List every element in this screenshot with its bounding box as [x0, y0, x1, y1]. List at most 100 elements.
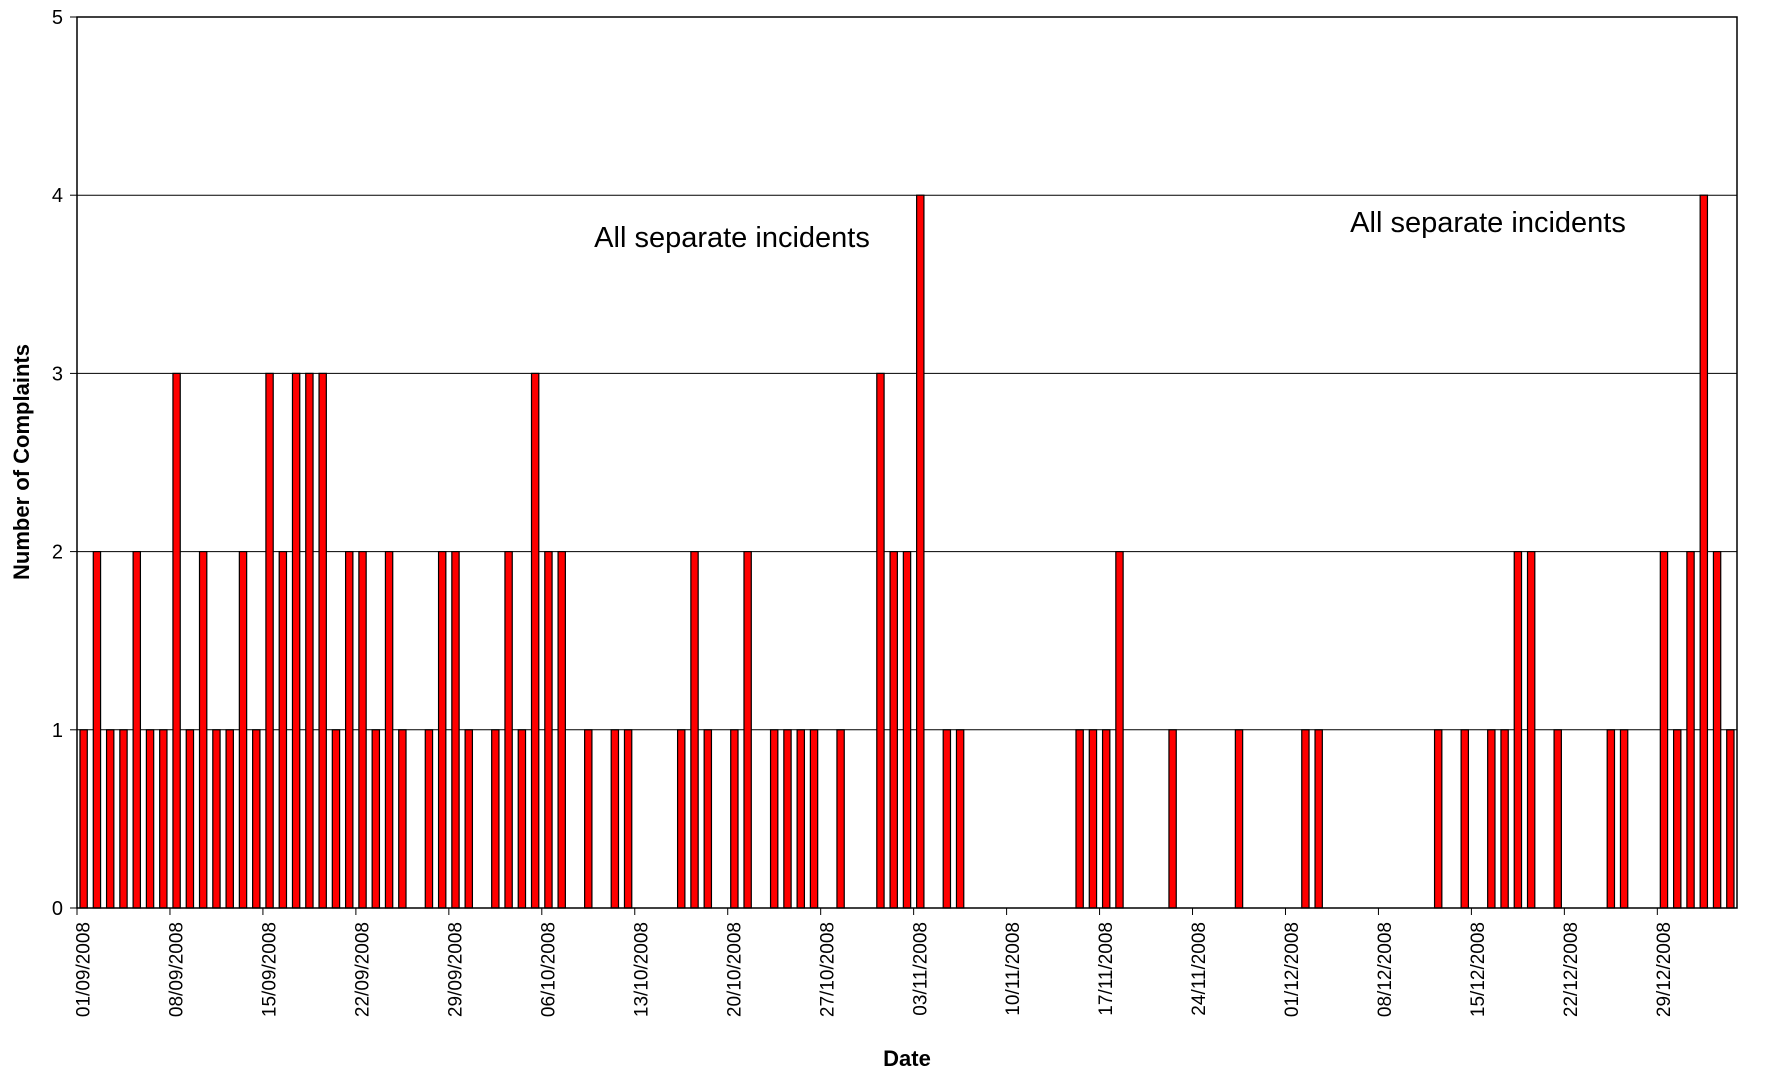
bar	[690, 550, 699, 909]
bars	[79, 194, 1735, 909]
x-tick-label: 01/12/2008	[1282, 922, 1303, 1017]
bar	[783, 729, 792, 909]
x-tick-label: 13/10/2008	[631, 922, 652, 1017]
bar	[836, 729, 845, 909]
bar	[1526, 550, 1536, 909]
bar	[344, 550, 354, 909]
bar	[384, 550, 394, 909]
axes	[76, 16, 1738, 909]
bar	[305, 372, 314, 909]
bar	[92, 550, 102, 909]
x-tick-label: 08/12/2008	[1375, 922, 1396, 1017]
bar	[252, 729, 261, 909]
annotation-left: All separate incidents	[594, 222, 870, 254]
bar	[769, 729, 779, 909]
annotation-right: All separate incidents	[1350, 207, 1626, 239]
bar	[358, 550, 367, 909]
bar	[238, 550, 248, 909]
bar	[1301, 729, 1310, 909]
bar	[119, 729, 128, 909]
bar	[437, 550, 447, 909]
bar	[1553, 729, 1562, 909]
bar	[491, 729, 500, 909]
x-tick-label: 17/11/2008	[1096, 922, 1117, 1016]
bar	[198, 550, 208, 909]
bar	[517, 729, 527, 909]
y-tick-labels: 0 1 2 3 4 5	[52, 7, 77, 920]
bar	[504, 550, 513, 909]
y-axis-title: Number of Complaints	[9, 344, 34, 580]
bar	[889, 550, 898, 909]
bar	[876, 372, 885, 909]
bar	[291, 372, 301, 909]
bar	[902, 550, 912, 909]
y-tick-label: 4	[52, 185, 63, 207]
bar	[185, 729, 195, 909]
x-tick-label: 20/10/2008	[724, 922, 745, 1017]
bar	[1699, 194, 1709, 909]
bar	[278, 550, 288, 909]
bar	[809, 729, 819, 909]
bar	[623, 729, 633, 909]
bar	[1101, 729, 1111, 909]
x-tick-label: 10/11/2008	[1003, 922, 1024, 1016]
bar	[424, 729, 434, 909]
bar	[1075, 729, 1084, 909]
bar	[1088, 729, 1098, 909]
bar	[145, 729, 155, 909]
x-tick-label: 27/10/2008	[817, 922, 838, 1017]
bar	[703, 729, 713, 909]
bar	[796, 729, 806, 909]
bar	[371, 729, 381, 909]
bar	[1314, 729, 1323, 909]
y-tick-label: 3	[52, 363, 63, 385]
bar	[1659, 550, 1669, 909]
x-tick-labels: 01/09/2008 08/09/2008 15/09/2008 22/09/2008…	[74, 908, 1675, 1017]
bar	[172, 372, 181, 909]
x-tick-label: 06/10/2008	[538, 922, 559, 1017]
x-tick-label: 29/09/2008	[445, 922, 466, 1017]
bar	[916, 194, 925, 909]
bar	[557, 550, 566, 909]
x-tick-label: 03/11/2008	[910, 922, 931, 1016]
bar	[1433, 729, 1443, 909]
bar	[610, 729, 620, 909]
bar	[1487, 729, 1496, 909]
bar	[1606, 729, 1616, 909]
plot-area	[76, 16, 1738, 909]
x-tick-label: 22/09/2008	[353, 922, 374, 1017]
x-tick-label: 08/09/2008	[167, 922, 188, 1017]
x-tick-label: 22/12/2008	[1561, 922, 1582, 1017]
bar	[1500, 729, 1509, 909]
bar	[544, 550, 553, 909]
bar	[1460, 729, 1470, 909]
bar	[265, 372, 274, 909]
bar	[225, 729, 234, 909]
y-tick-label: 1	[52, 720, 63, 742]
bar	[942, 729, 952, 909]
bar	[730, 729, 739, 909]
bar	[318, 372, 327, 909]
bar	[1619, 729, 1629, 909]
bar	[212, 729, 221, 909]
bar	[331, 729, 341, 909]
bar	[132, 550, 142, 909]
bar	[1234, 729, 1244, 909]
bar	[743, 550, 752, 909]
x-tick-label: 01/09/2008	[74, 922, 95, 1017]
bar	[676, 729, 686, 909]
y-tick-label: 2	[52, 542, 63, 564]
bar	[1672, 729, 1682, 909]
bar	[451, 550, 460, 909]
bar	[955, 729, 965, 909]
x-tick-label: 24/11/2008	[1189, 922, 1210, 1016]
bar	[105, 729, 115, 909]
bar	[584, 729, 593, 909]
bar	[1686, 550, 1695, 909]
bar	[1513, 550, 1523, 909]
bar	[398, 729, 407, 909]
bar	[159, 729, 168, 909]
bar	[79, 729, 88, 909]
bar	[1712, 550, 1722, 909]
